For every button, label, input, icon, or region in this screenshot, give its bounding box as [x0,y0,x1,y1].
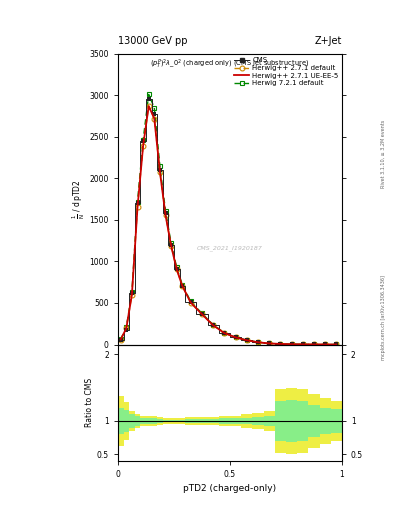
Text: Rivet 3.1.10, ≥ 3.2M events: Rivet 3.1.10, ≥ 3.2M events [381,119,386,188]
X-axis label: pTD2 (charged-only): pTD2 (charged-only) [184,484,276,494]
Y-axis label: $\frac{1}{\mathrm{N}}$ / $\mathrm{d}\,\mathrm{pTD2}$: $\frac{1}{\mathrm{N}}$ / $\mathrm{d}\,\m… [70,179,86,219]
Text: mcplots.cern.ch [arXiv:1306.3436]: mcplots.cern.ch [arXiv:1306.3436] [381,275,386,360]
Legend: CMS, Herwig++ 2.7.1 default, Herwig++ 2.7.1 UE-EE-5, Herwig 7.2.1 default: CMS, Herwig++ 2.7.1 default, Herwig++ 2.… [233,56,340,88]
Text: CMS_2021_I1920187: CMS_2021_I1920187 [197,246,263,251]
Text: 13000 GeV pp: 13000 GeV pp [118,36,187,46]
Text: Z+Jet: Z+Jet [314,36,342,46]
Text: $(p_T^P)^2\lambda\_0^2$ (charged only) (CMS jet substructure): $(p_T^P)^2\lambda\_0^2$ (charged only) (… [151,58,309,71]
Y-axis label: Ratio to CMS: Ratio to CMS [85,378,94,427]
